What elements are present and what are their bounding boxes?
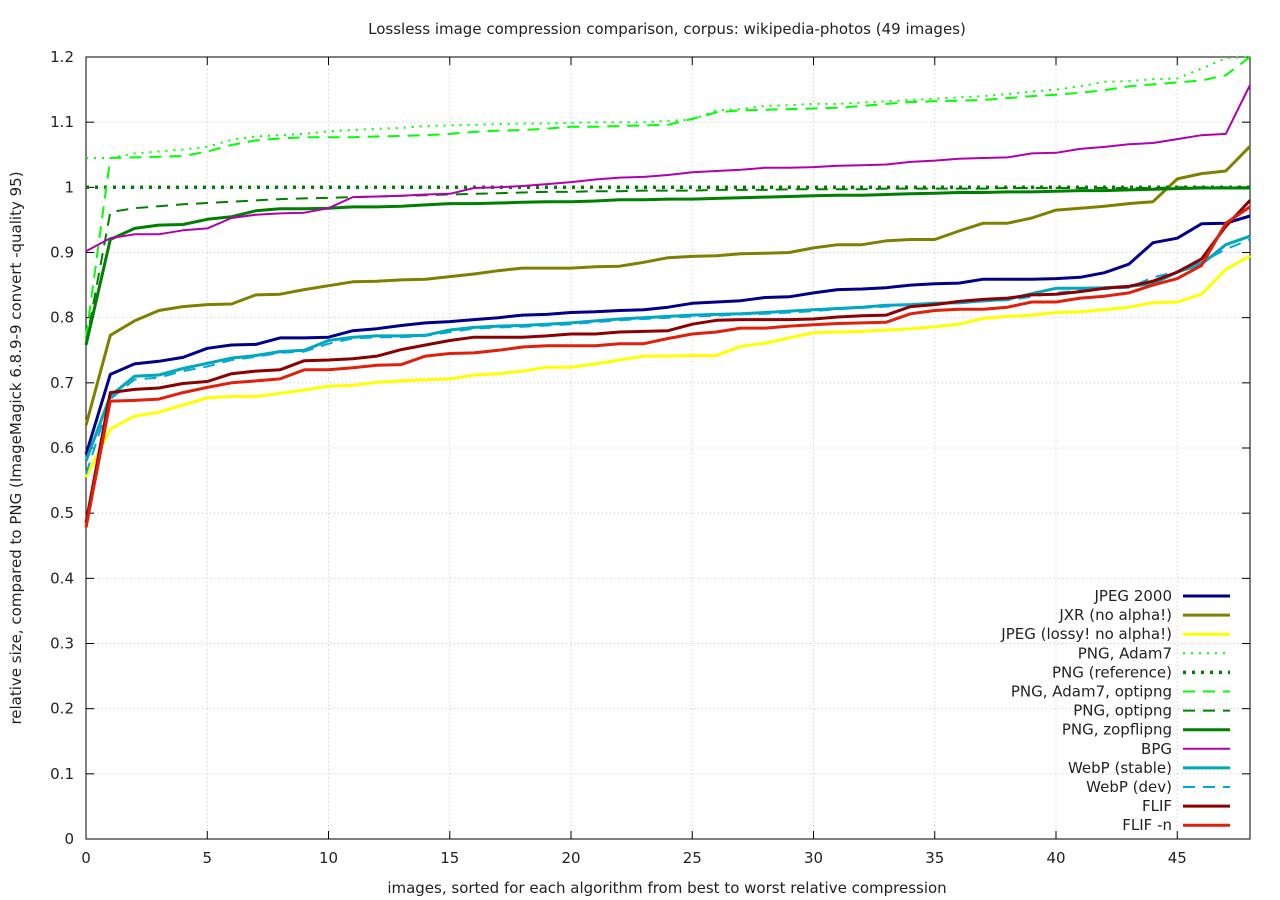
y-tick-label: 0.3 bbox=[50, 635, 74, 653]
plot-area bbox=[84, 56, 1252, 528]
legend-label: WebP (stable) bbox=[1068, 759, 1172, 777]
y-tick-label: 1.2 bbox=[50, 48, 74, 66]
series-line-webp-dev bbox=[85, 238, 1251, 475]
legend-label: FLIF bbox=[1142, 797, 1172, 815]
series-line-png-optipng bbox=[85, 186, 1250, 344]
x-tick-label: 25 bbox=[683, 849, 702, 867]
x-tick-label: 0 bbox=[81, 849, 91, 867]
tick-labels: 0 0.1 0.2 0.3 0.4 0.5 0.6 0.7 0.8 0.9 1 1.1 1.2 0 5 10 1… bbox=[50, 48, 1187, 867]
series-line-png-adam7 bbox=[86, 56, 1251, 159]
axes bbox=[85, 56, 1251, 840]
legend-label: PNG, Adam7, optipng bbox=[1011, 683, 1172, 701]
series-line-jpeg-2000 bbox=[84, 214, 1251, 455]
x-tick-label: 10 bbox=[319, 849, 338, 867]
x-tick-label: 5 bbox=[202, 849, 212, 867]
legend-label: PNG, optipng bbox=[1073, 702, 1172, 720]
y-tick-label: 0.1 bbox=[50, 765, 74, 783]
legend-label: JPEG (lossy! no alpha!) bbox=[1000, 625, 1172, 643]
x-tick-label: 20 bbox=[561, 849, 580, 867]
series-line-bpg bbox=[85, 84, 1251, 253]
y-tick-label: 0.4 bbox=[50, 569, 74, 587]
series-line-jxr-no-alpha bbox=[84, 145, 1252, 426]
legend-label: PNG, Adam7 bbox=[1078, 644, 1172, 662]
legend-label: JPEG 2000 bbox=[1093, 587, 1172, 605]
x-tick-label: 15 bbox=[440, 849, 459, 867]
y-tick-label: 0.9 bbox=[50, 244, 74, 262]
x-tick-label: 45 bbox=[1168, 849, 1187, 867]
x-axis-label: images, sorted for each algorithm from b… bbox=[387, 879, 946, 897]
y-tick-label: 0.7 bbox=[50, 374, 74, 392]
chart-title: Lossless image compression comparison, c… bbox=[368, 20, 966, 38]
legend-label: PNG, zopflipng bbox=[1062, 721, 1172, 739]
x-tick-label: 40 bbox=[1046, 849, 1065, 867]
series-line-flif bbox=[84, 199, 1252, 524]
y-tick-label: 0 bbox=[64, 830, 74, 848]
series-line-webp-stable bbox=[84, 234, 1251, 462]
y-tick-label: 0.8 bbox=[50, 309, 74, 327]
legend-label: FLIF -n bbox=[1122, 816, 1172, 834]
legend-label: PNG (reference) bbox=[1052, 663, 1172, 681]
y-tick-label: 0.6 bbox=[50, 439, 74, 457]
y-tick-label: 1.1 bbox=[50, 113, 74, 131]
series-line-png-adam7-optipng bbox=[85, 56, 1251, 338]
legend-label: JXR (no alpha!) bbox=[1058, 606, 1172, 624]
x-tick-label: 35 bbox=[925, 849, 944, 867]
y-axis-label: relative size, compared to PNG (ImageMag… bbox=[7, 171, 25, 724]
series-line-flif-n bbox=[84, 205, 1251, 528]
y-tick-label: 0.5 bbox=[50, 504, 74, 522]
y-tick-label: 1 bbox=[64, 178, 74, 196]
legend-label: WebP (dev) bbox=[1086, 778, 1172, 796]
legend-label: BPG bbox=[1141, 740, 1172, 758]
plot-frame bbox=[85, 56, 1251, 840]
series-line-jpeg-lossy-no-alpha bbox=[84, 254, 1251, 478]
x-tick-label: 30 bbox=[804, 849, 823, 867]
y-tick-label: 0.2 bbox=[50, 700, 74, 718]
series-line-png-zopflipng bbox=[84, 186, 1250, 346]
